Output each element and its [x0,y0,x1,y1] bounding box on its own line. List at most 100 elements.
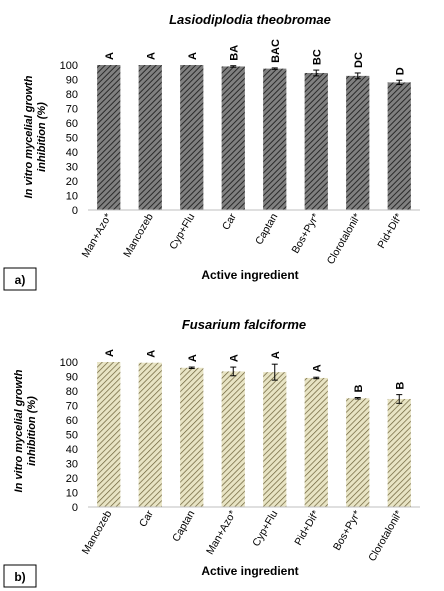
y-tick-label: 90 [66,372,78,384]
x-tick-label: Bos+Pyr* [289,212,321,256]
x-axis-label: Active ingredient [201,564,298,578]
x-tick-label: Car [220,211,239,232]
y-tick-label: 70 [66,401,78,413]
x-axis-categories: Mancozeb Car Captan Man+Azo* Cyp+Flu Pid+Dif*… [80,508,405,563]
panel-label: b) [14,570,25,584]
chart-title: Fusarium falciforme [182,317,306,332]
error-bar [354,72,361,80]
error-bar [354,397,361,400]
panel-label-box [3,564,37,588]
y-tick-label: 80 [66,386,78,398]
bar [304,72,328,210]
significance-letter: A [145,52,157,60]
y-axis-ticks: 0 10 20 30 40 50 60 70 80 90 100 [60,60,78,217]
error-bar [271,67,278,70]
x-tick-label: Man+Azo* [204,509,239,557]
bar [180,65,204,210]
error-bar [313,376,320,380]
x-tick-label: Cyp+Flu [250,508,280,548]
significance-letter: B [394,382,406,390]
bar [138,362,162,507]
x-tick-label: Captan [170,508,197,543]
error-bars [230,65,403,86]
panel-label: a) [15,273,26,287]
bar [346,398,370,507]
error-bar [188,366,195,370]
significance-letter: A [311,364,323,372]
x-tick-label: Man+Azo* [80,212,115,260]
y-tick-label: 0 [72,502,78,514]
significance-letters: A A A BA BAC BC DC D [104,39,407,75]
significance-letter: BC [311,49,323,65]
y-tick-label: 40 [66,444,78,456]
y-tick-label: 10 [66,191,78,203]
chart-title: Lasiodiplodia theobromae [169,12,331,27]
panel-label-box [3,267,37,291]
bar [263,68,287,210]
x-tick-label: Clorotalonil* [325,212,364,267]
error-bar [396,79,403,86]
y-axis-label-line-2: inhibition (%) [36,102,48,172]
y-axis-label: In vitro mycelial growth inhibition (%) [23,75,48,198]
y-tick-label: 40 [66,147,78,159]
y-tick-label: 100 [60,60,78,72]
x-axis-categories: Man+Azo* Mancozeb Cyp+Flu Car Captan Bos+Pyr*… [80,211,405,266]
x-tick-label: Car [137,508,156,529]
significance-letter: B [353,385,365,393]
x-tick-label: Pid+Dif* [375,212,405,251]
bar [97,362,121,507]
error-bar [313,69,320,77]
x-tick-label: Pid+Dif* [292,509,322,548]
error-bar [271,363,278,381]
bar [221,371,245,507]
y-tick-label: 0 [72,205,78,217]
x-tick-label: Bos+Pyr* [331,509,363,553]
bar [221,66,245,210]
y-tick-label: 30 [66,162,78,174]
significance-letter: BAC [270,39,282,63]
bar [180,367,204,507]
y-axis-label: In vitro mycelial growth inhibition (%) [13,369,38,492]
error-bar [396,394,403,404]
y-tick-label: 50 [66,430,78,442]
y-tick-label: 20 [66,473,78,485]
bar [387,82,411,210]
error-bar [230,366,237,377]
chart-panel-b: Fusarium falciforme In vitro mycelial gr… [3,317,420,588]
bar [263,372,287,507]
bar-series [97,362,411,507]
x-tick-label: Captan [253,211,280,246]
significance-letter: BA [228,45,240,61]
bar [304,377,328,507]
y-axis-ticks: 0 10 20 30 40 50 60 70 80 90 100 [60,357,78,514]
x-tick-label: Cyp+Flu [167,211,197,251]
x-axis-label: Active ingredient [201,268,298,282]
significance-letters: A A A A A A B B [104,349,407,393]
y-tick-label: 50 [66,133,78,145]
y-tick-label: 70 [66,104,78,116]
bar [138,65,162,210]
significance-letter: A [187,52,199,60]
y-axis-label-italic: In vitro [13,455,25,492]
y-tick-label: 100 [60,357,78,369]
significance-letter: A [228,354,240,362]
bar [97,65,121,210]
y-tick-label: 10 [66,488,78,500]
y-axis-label-line-1: In vitro mycelial growth [13,369,25,492]
error-bar [230,65,237,68]
y-tick-label: 60 [66,118,78,130]
y-tick-label: 20 [66,176,78,188]
significance-letter: D [394,67,406,75]
bar-series [97,65,411,210]
chart-panel-a: Lasiodiplodia theobromae In vitro myceli… [3,12,420,291]
y-axis-label-line-1: In vitro mycelial growth [23,75,35,198]
y-axis-label-italic: In vitro [23,161,35,198]
significance-letter: A [104,349,116,357]
x-tick-label: Mancozeb [80,508,115,556]
bar [387,398,411,507]
significance-letter: A [270,351,282,359]
bar [346,75,370,210]
x-tick-label: Mancozeb [121,211,156,259]
y-tick-label: 60 [66,415,78,427]
